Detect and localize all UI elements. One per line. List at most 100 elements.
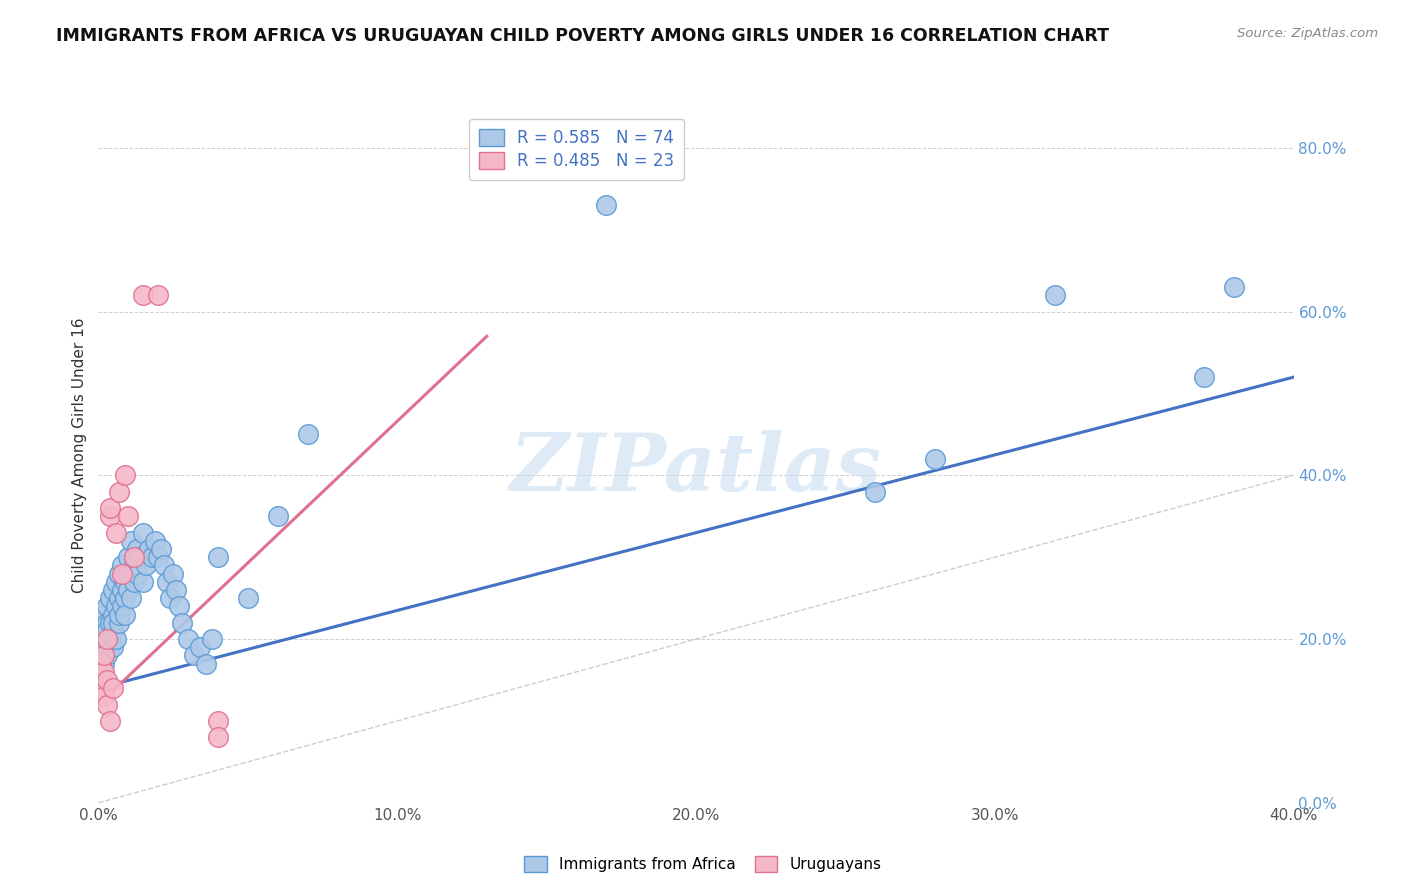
Point [90, 615, 112, 630]
Point [108, 607, 131, 622]
Point [1223, 280, 1246, 294]
Point [96, 624, 118, 638]
Point [153, 558, 176, 573]
Point [103, 607, 125, 622]
Point [111, 566, 134, 581]
Y-axis label: Child Poverty Among Girls Under 16: Child Poverty Among Girls Under 16 [72, 318, 87, 592]
Point [96, 648, 118, 663]
Point [96, 615, 118, 630]
Point [117, 566, 139, 581]
Point [138, 542, 160, 557]
Point [129, 550, 152, 565]
Point [103, 640, 125, 655]
Point [148, 288, 170, 302]
Point [120, 591, 142, 606]
Point [124, 574, 146, 589]
Point [90, 648, 112, 663]
Point [111, 582, 134, 597]
Point [105, 599, 128, 614]
Point [114, 591, 136, 606]
Point [183, 648, 205, 663]
Point [90, 681, 112, 696]
Point [105, 525, 128, 540]
Point [1192, 370, 1215, 384]
Point [105, 632, 128, 646]
Point [132, 288, 155, 302]
Point [865, 484, 887, 499]
Point [167, 599, 190, 614]
Point [117, 509, 139, 524]
Point [108, 566, 131, 581]
Point [114, 574, 136, 589]
Point [172, 615, 194, 630]
Point [93, 607, 115, 622]
Point [159, 591, 181, 606]
Point [93, 648, 115, 663]
Point [124, 550, 146, 565]
Point [96, 673, 118, 687]
Point [108, 591, 131, 606]
Legend: R = 0.585   N = 74, R = 0.485   N = 23: R = 0.585 N = 74, R = 0.485 N = 23 [468, 119, 685, 180]
Point [201, 632, 224, 646]
Point [93, 657, 115, 671]
Point [111, 558, 134, 573]
Point [148, 550, 170, 565]
Point [1043, 288, 1066, 302]
Point [127, 566, 149, 581]
Point [207, 714, 229, 728]
Point [96, 632, 118, 646]
Point [96, 599, 118, 614]
Point [195, 657, 218, 671]
Point [177, 632, 200, 646]
Point [108, 484, 131, 499]
Point [93, 624, 115, 638]
Point [93, 640, 115, 655]
Point [207, 550, 229, 565]
Point [103, 582, 125, 597]
Point [924, 452, 946, 467]
Point [96, 632, 118, 646]
Point [90, 657, 112, 671]
Point [100, 509, 122, 524]
Point [150, 542, 173, 557]
Point [297, 427, 319, 442]
Point [93, 690, 115, 704]
Point [117, 550, 139, 565]
Point [124, 558, 146, 573]
Text: Source: ZipAtlas.com: Source: ZipAtlas.com [1237, 27, 1378, 40]
Point [127, 542, 149, 557]
Point [111, 599, 134, 614]
Point [103, 615, 125, 630]
Text: ZIPatlas: ZIPatlas [510, 430, 882, 508]
Point [100, 615, 122, 630]
Text: IMMIGRANTS FROM AFRICA VS URUGUAYAN CHILD POVERTY AMONG GIRLS UNDER 16 CORRELATI: IMMIGRANTS FROM AFRICA VS URUGUAYAN CHIL… [56, 27, 1109, 45]
Point [100, 591, 122, 606]
Point [90, 673, 112, 687]
Point [120, 533, 142, 548]
Point [143, 533, 166, 548]
Legend: Immigrants from Africa, Uruguayans: Immigrants from Africa, Uruguayans [516, 848, 890, 880]
Point [114, 468, 136, 483]
Point [90, 632, 112, 646]
Point [100, 632, 122, 646]
Point [100, 714, 122, 728]
Point [100, 640, 122, 655]
Point [93, 665, 115, 679]
Point [105, 574, 128, 589]
Point [100, 501, 122, 516]
Point [188, 640, 211, 655]
Point [103, 681, 125, 696]
Point [117, 582, 139, 597]
Point [108, 615, 131, 630]
Point [114, 607, 136, 622]
Point [595, 198, 617, 212]
Point [141, 550, 163, 565]
Point [236, 591, 259, 606]
Point [135, 558, 157, 573]
Point [96, 698, 118, 712]
Point [132, 525, 155, 540]
Point [165, 582, 187, 597]
Point [267, 509, 290, 524]
Point [103, 624, 125, 638]
Point [132, 574, 155, 589]
